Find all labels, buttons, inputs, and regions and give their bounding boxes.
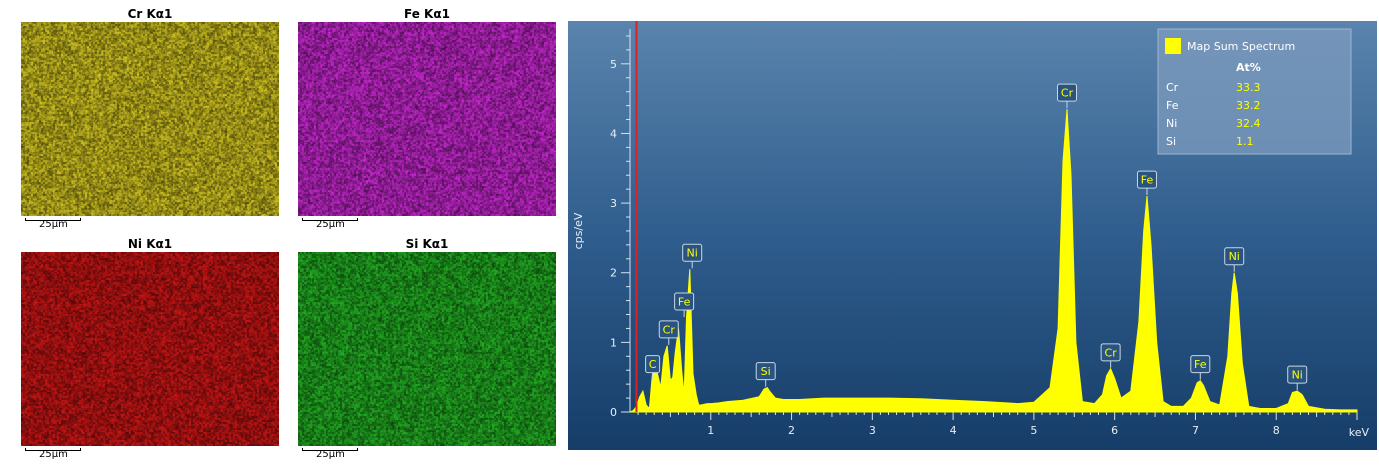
legend-element: Cr (1166, 81, 1179, 94)
x-tick-label: 3 (869, 424, 876, 437)
peak-label-box (1100, 343, 1121, 362)
peak-label-text: Si (761, 365, 771, 378)
peak-label: Cr (1100, 343, 1121, 368)
y-tick-label: 1 (610, 336, 617, 349)
y-tick-label: 5 (610, 58, 617, 71)
legend-element: Si (1166, 135, 1176, 148)
peak-label: Fe (1136, 170, 1157, 196)
peak-label-box (682, 243, 703, 262)
peak-label-box (645, 355, 661, 374)
element-map-image (298, 22, 556, 216)
peak-label-text: C (649, 358, 657, 371)
peak-label-text: Cr (1061, 87, 1074, 100)
legend-value: 33.3 (1236, 81, 1261, 94)
map-title: Ni Kα1 (127, 237, 173, 251)
x-tick-label: 5 (1030, 424, 1037, 437)
element-map-image (298, 252, 556, 446)
map-panel-ni: Ni Kα1 25µm (21, 236, 279, 466)
map-title: Fe Kα1 (404, 7, 450, 21)
legend-element: Ni (1166, 117, 1177, 130)
legend-swatch (1165, 38, 1181, 54)
legend-element: Fe (1166, 99, 1179, 112)
scale-bar: 25µm (25, 218, 81, 230)
peak-label-box (1057, 83, 1078, 102)
peak-label-text: Fe (1194, 358, 1207, 371)
peak-label: Cr (1057, 83, 1078, 109)
scale-bar-label: 25µm (39, 449, 68, 460)
y-axis-label: cps/eV (572, 212, 585, 249)
x-tick-label: 2 (788, 424, 795, 437)
legend-background (1157, 28, 1352, 155)
peak-label-box (1287, 365, 1308, 384)
map-panel-cr: Cr Kα1 25µm (21, 6, 279, 236)
spectrum-svg: 0 1 2 3 4 5 1 2 3 4 5 6 7 8 C Cr Fe Ni Si Cr Cr Fe Fe Ni Ni cp… (568, 21, 1377, 450)
peak-label-box (658, 320, 679, 339)
peak-label-text: Fe (1141, 174, 1154, 187)
legend-value: 1.1 (1236, 135, 1254, 148)
y-tick-label: 4 (610, 127, 617, 140)
scale-bar: 25µm (302, 448, 358, 460)
peak-label-box (1136, 170, 1157, 189)
peak-label: Si (755, 362, 776, 387)
scale-bar-label: 25µm (316, 449, 345, 460)
element-map-image (21, 22, 279, 216)
peak-label-box (1224, 247, 1245, 266)
x-tick-label: 7 (1192, 424, 1199, 437)
peak-label: Ni (682, 243, 703, 269)
x-tick-label: 8 (1273, 424, 1280, 437)
peak-label: Fe (674, 292, 695, 317)
legend-column-header: At% (1236, 61, 1261, 74)
map-title: Cr Kα1 (127, 7, 173, 21)
peak-label-text: Cr (1105, 346, 1118, 359)
peak-label-box (1190, 355, 1211, 374)
legend-title: Map Sum Spectrum (1187, 40, 1295, 53)
scale-bar: 25µm (302, 218, 358, 230)
x-axis-label: keV (1349, 426, 1370, 439)
peak-label-text: Fe (678, 295, 691, 308)
y-tick-label: 2 (610, 267, 617, 280)
peak-label-box (755, 362, 776, 381)
spectrum-series-area (629, 109, 1358, 413)
peak-label-box (674, 292, 695, 311)
scale-bar-label: 25µm (39, 219, 68, 230)
peak-label-text: Ni (1292, 369, 1303, 382)
element-map-image (21, 252, 279, 446)
x-tick-label: 4 (950, 424, 957, 437)
peak-label: Cr (658, 320, 679, 345)
x-tick-label: 6 (1111, 424, 1118, 437)
scale-bar-label: 25µm (316, 219, 345, 230)
peak-label: Ni (1224, 247, 1245, 272)
peak-label: Ni (1287, 365, 1308, 391)
eds-spectrum-chart: 0 1 2 3 4 5 1 2 3 4 5 6 7 8 C Cr Fe Ni Si Cr Cr Fe Fe Ni Ni cp… (568, 21, 1377, 450)
x-tick-label: 1 (707, 424, 714, 437)
legend: Map Sum Spectrum At% Cr 33.3 Fe 33.2 Ni 32.4 S… (1157, 28, 1352, 155)
map-title: Si Kα1 (405, 237, 449, 251)
scale-bar: 25µm (25, 448, 81, 460)
y-tick-label: 3 (610, 197, 617, 210)
peak-label-text: Ni (1229, 250, 1240, 263)
map-panel-si: Si Kα1 25µm (298, 236, 556, 466)
peak-label-text: Cr (663, 323, 676, 336)
legend-value: 33.2 (1236, 99, 1261, 112)
y-tick-label: 0 (610, 406, 617, 419)
peak-label-text: Ni (687, 247, 698, 260)
legend-value: 32.4 (1236, 117, 1261, 130)
peak-label: Fe (1190, 355, 1211, 380)
peak-label: C (645, 355, 661, 380)
map-panel-fe: Fe Kα1 25µm (298, 6, 556, 236)
